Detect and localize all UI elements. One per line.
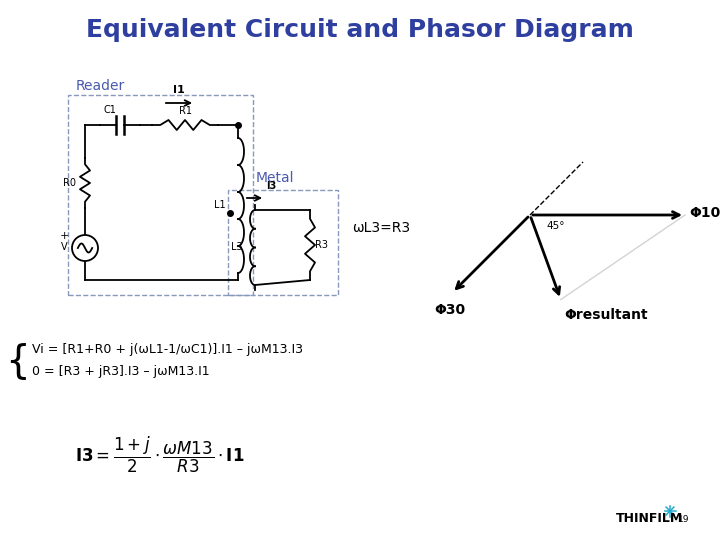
Text: $\mathbf{I3} = \dfrac{1+j}{2} \cdot \dfrac{\omega M13}{R3} \cdot \mathbf{I1}$: $\mathbf{I3} = \dfrac{1+j}{2} \cdot \dfr… (75, 435, 244, 475)
Text: {: { (6, 342, 30, 380)
Text: I1: I1 (173, 85, 185, 95)
Text: Φ10: Φ10 (689, 206, 720, 220)
Text: R3: R3 (315, 240, 328, 250)
Text: Reader: Reader (76, 79, 125, 93)
Text: L3: L3 (231, 242, 243, 253)
Text: R0: R0 (63, 178, 76, 188)
Text: 45°: 45° (546, 221, 564, 231)
Text: 19: 19 (678, 515, 690, 523)
Text: THINFILM: THINFILM (616, 511, 683, 524)
Text: 0 = [R3 + jR3].I3 – jωM13.I1: 0 = [R3 + jR3].I3 – jωM13.I1 (32, 366, 210, 379)
Text: +: + (59, 231, 68, 241)
Text: L1: L1 (214, 200, 226, 211)
Text: I3: I3 (266, 181, 276, 191)
Text: C1: C1 (104, 105, 117, 115)
Text: R1: R1 (179, 106, 192, 116)
Text: Equivalent Circuit and Phasor Diagram: Equivalent Circuit and Phasor Diagram (86, 18, 634, 42)
Text: Metal: Metal (256, 171, 294, 185)
Text: Vi = [R1+R0 + j(ωL1-1/ωC1)].I1 – jωM13.I3: Vi = [R1+R0 + j(ωL1-1/ωC1)].I1 – jωM13.I… (32, 343, 303, 356)
Text: Φ30: Φ30 (435, 303, 466, 317)
Text: V: V (60, 242, 67, 252)
Text: Φresultant: Φresultant (564, 308, 647, 322)
Text: ωL3=R3: ωL3=R3 (352, 221, 410, 235)
